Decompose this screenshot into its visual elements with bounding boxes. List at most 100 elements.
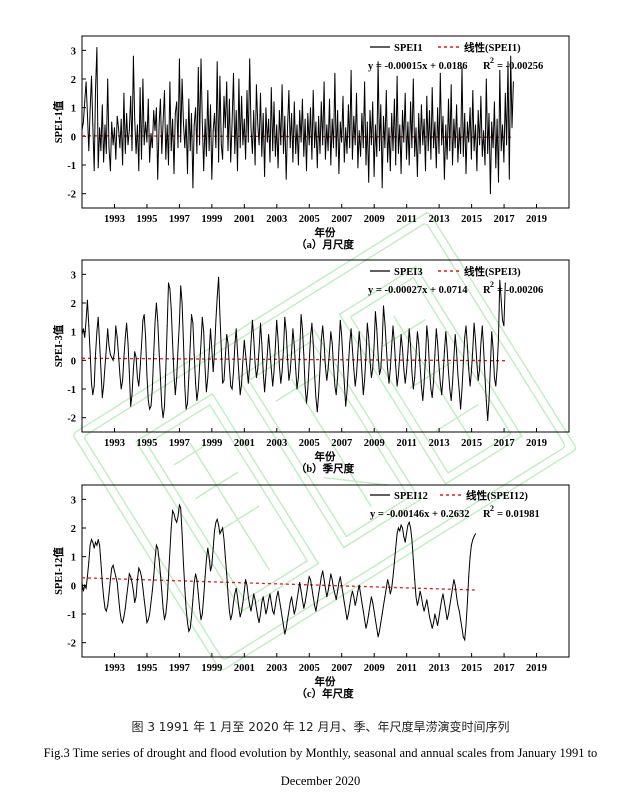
data-point: [264, 176, 266, 177]
data-point: [268, 334, 270, 335]
data-point: [349, 147, 351, 149]
data-point: [291, 596, 293, 598]
data-point: [446, 619, 448, 621]
data-point: [86, 112, 88, 114]
data-point: [449, 150, 451, 152]
data-point: [353, 368, 355, 370]
data-point: [402, 527, 403, 529]
data-point: [418, 342, 420, 344]
data-point: [142, 78, 144, 80]
data-point: [246, 90, 248, 91]
data-point: [257, 368, 259, 370]
data-point: [287, 619, 288, 621]
data-point: [392, 576, 394, 578]
data-point: [180, 285, 182, 287]
data-point: [143, 314, 145, 315]
data-point: [97, 167, 99, 169]
data-point: [216, 61, 218, 63]
data-point: [311, 587, 313, 589]
data-point: [408, 164, 410, 166]
data-point: [429, 110, 430, 111]
data-point: [211, 564, 213, 566]
data-point: [239, 147, 241, 149]
data-point: [393, 342, 395, 344]
data-point: [208, 354, 210, 356]
data-point: [403, 141, 405, 143]
data-point: [329, 98, 330, 100]
data-point: [441, 394, 443, 396]
data-point: [431, 627, 433, 629]
data-point: [456, 104, 458, 106]
data-point: [326, 124, 328, 126]
data-point: [81, 582, 83, 583]
data-point: [364, 619, 366, 621]
data-point: [502, 124, 503, 126]
data-point: [136, 124, 138, 126]
data-point: [107, 78, 109, 80]
data-point: [193, 124, 195, 126]
data-point: [452, 587, 453, 589]
data-point: [357, 351, 359, 353]
data-point: [226, 81, 228, 83]
data-point: [495, 385, 497, 387]
data-point: [85, 587, 87, 589]
data-point: [337, 377, 339, 378]
data-point: [283, 625, 284, 626]
data-point: [452, 164, 453, 166]
data-point: [379, 150, 380, 152]
data-point: [205, 155, 207, 157]
data-point: [337, 590, 339, 592]
y-tick-label: 1: [71, 553, 76, 564]
data-point: [377, 636, 379, 638]
data-point: [91, 382, 92, 384]
data-point: [316, 167, 318, 169]
panel-a-legend: SPEI1 线性(SPEI1) y = -0.00015x + 0.0186 R…: [368, 41, 543, 72]
data-point: [293, 345, 295, 347]
data-point: [443, 178, 445, 180]
data-point: [161, 153, 163, 154]
data-point: [315, 397, 317, 399]
data-point: [164, 405, 165, 407]
data-point: [243, 118, 245, 120]
data-point: [508, 178, 510, 180]
data-point: [466, 602, 468, 603]
data-point: [381, 342, 383, 344]
legend-series-label: SPEI1: [394, 43, 423, 54]
legend-r2-label: R: [483, 61, 491, 72]
data-point: [118, 127, 119, 129]
data-point: [193, 582, 195, 583]
data-point: [200, 58, 202, 60]
data-point: [254, 164, 256, 166]
data-point: [341, 141, 343, 143]
data-point: [499, 279, 501, 281]
panel-a-ticks: [82, 49, 538, 208]
data-point: [235, 587, 237, 589]
data-point: [318, 394, 320, 396]
data-point: [116, 582, 118, 583]
data-point: [449, 388, 451, 390]
data-point: [146, 374, 148, 376]
data-point: [469, 107, 471, 109]
data-point: [445, 331, 447, 333]
data-point: [484, 377, 486, 378]
data-point: [170, 527, 172, 529]
data-point: [345, 405, 347, 407]
data-point: [292, 328, 294, 330]
data-point: [397, 153, 399, 154]
data-point: [115, 576, 117, 578]
data-point: [164, 619, 165, 621]
y-tick-label: -2: [67, 414, 76, 425]
data-point: [439, 382, 441, 384]
x-tick-label: 2003: [266, 663, 287, 674]
data-point: [297, 377, 299, 378]
data-point: [82, 121, 84, 123]
data-point: [130, 576, 132, 578]
data-point: [153, 354, 155, 356]
data-point: [278, 365, 280, 367]
data-point: [228, 98, 230, 100]
data-point: [146, 622, 148, 624]
data-point: [379, 630, 380, 632]
x-tick-label: 1995: [136, 663, 157, 674]
data-point: [477, 379, 479, 381]
data-point: [441, 144, 443, 146]
